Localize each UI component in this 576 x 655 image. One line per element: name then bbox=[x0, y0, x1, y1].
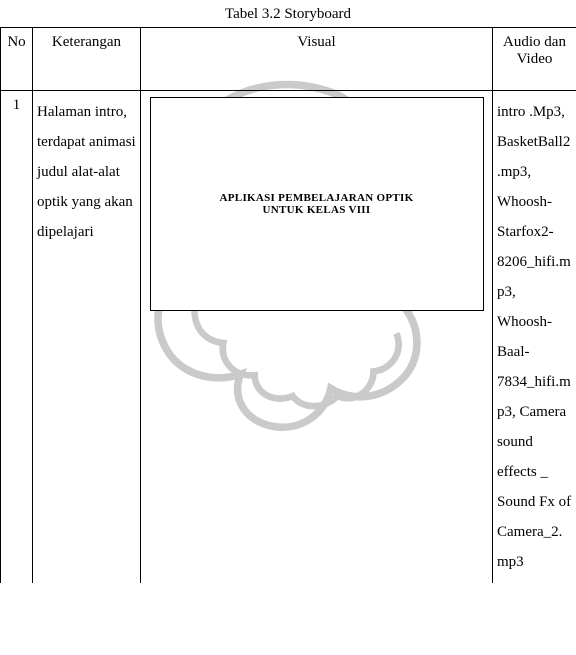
table-title: Tabel 3.2 Storyboard bbox=[0, 6, 576, 23]
header-visual: Visual bbox=[141, 28, 493, 91]
cell-keterangan: Halaman intro, terdapat animasi judul al… bbox=[33, 91, 141, 584]
storyboard-table: No Keterangan Visual Audio dan Video 1 H… bbox=[0, 27, 576, 583]
header-audiovideo: Audio dan Video bbox=[493, 28, 576, 91]
page-content: Tabel 3.2 Storyboard No Keterangan Visua… bbox=[0, 6, 576, 583]
cell-audiovideo: intro .Mp3, BasketBall2.mp3, Whoosh-Star… bbox=[493, 91, 576, 584]
visual-line-1: APLIKASI PEMBELAJARAN OPTIK bbox=[220, 192, 414, 204]
table-header-row: No Keterangan Visual Audio dan Video bbox=[1, 28, 576, 91]
cell-visual: APLIKASI PEMBELAJARAN OPTIK UNTUK KELAS … bbox=[141, 91, 493, 584]
visual-preview-box: APLIKASI PEMBELAJARAN OPTIK UNTUK KELAS … bbox=[150, 97, 484, 311]
table-row: 1 Halaman intro, terdapat animasi judul … bbox=[1, 91, 576, 584]
header-no: No bbox=[1, 28, 33, 91]
header-audiovideo-l2: Video bbox=[517, 51, 553, 67]
header-audiovideo-l1: Audio dan bbox=[503, 34, 566, 50]
header-keterangan: Keterangan bbox=[33, 28, 141, 91]
cell-no: 1 bbox=[1, 91, 33, 584]
visual-line-2: UNTUK KELAS VIII bbox=[263, 204, 371, 216]
